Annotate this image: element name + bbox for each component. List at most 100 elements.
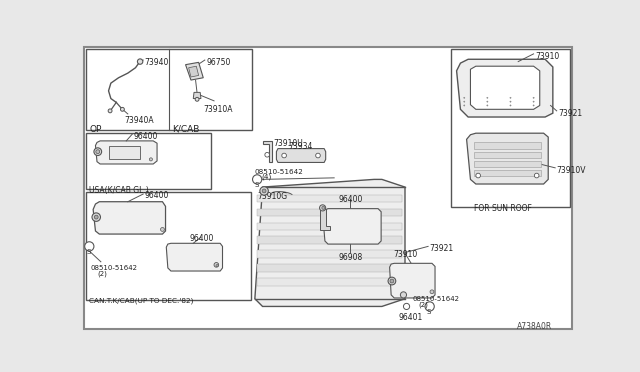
Circle shape [96,150,100,154]
Circle shape [425,302,435,311]
Circle shape [216,264,218,267]
Polygon shape [186,62,204,80]
Circle shape [319,205,326,211]
Text: USA(K/CAB GL.): USA(K/CAB GL.) [88,186,148,195]
Polygon shape [193,92,201,99]
Circle shape [487,105,488,106]
Polygon shape [257,222,402,230]
Text: S: S [254,182,259,188]
Text: (2): (2) [419,301,429,308]
Text: 73940: 73940 [144,58,168,67]
Bar [86,192,251,299]
Text: 73934: 73934 [289,142,313,151]
Bar [109,145,140,159]
Circle shape [265,153,269,157]
Text: CAN.T.K/CAB(UP TO DEC.'82): CAN.T.K/CAB(UP TO DEC.'82) [88,297,193,304]
Circle shape [463,105,465,106]
Circle shape [138,59,143,64]
Circle shape [108,109,112,113]
Text: (2): (2) [98,270,108,277]
Polygon shape [456,59,553,117]
Polygon shape [474,142,541,148]
Circle shape [120,108,124,111]
Text: 08510-51642: 08510-51642 [255,169,304,174]
Polygon shape [257,250,402,258]
Bar [451,49,570,207]
Text: FOR SUN ROOF: FOR SUN ROOF [474,204,532,213]
Polygon shape [189,66,198,77]
Polygon shape [467,133,548,184]
Circle shape [195,97,199,101]
Text: A738A0R: A738A0R [516,322,552,331]
Circle shape [390,279,394,283]
Circle shape [476,173,481,178]
Polygon shape [257,195,402,202]
Bar [86,133,211,189]
Text: 73910V: 73910V [557,166,586,174]
Polygon shape [474,161,541,167]
Circle shape [260,187,268,195]
Circle shape [316,153,320,158]
Circle shape [322,206,325,209]
Text: 96400: 96400 [189,234,214,243]
Circle shape [84,242,94,251]
Polygon shape [257,209,402,217]
Text: S: S [427,309,431,315]
Text: S: S [87,249,92,255]
Circle shape [262,189,266,193]
Circle shape [463,97,465,98]
Polygon shape [474,152,541,158]
Polygon shape [470,66,540,109]
Circle shape [403,303,410,310]
Circle shape [533,97,534,98]
Text: 96750: 96750 [206,58,230,67]
Polygon shape [262,141,272,163]
Text: 73921: 73921 [429,244,454,253]
Circle shape [487,101,488,102]
Circle shape [149,158,152,161]
Circle shape [463,101,465,102]
Circle shape [533,105,534,106]
Polygon shape [166,243,223,271]
Circle shape [253,175,262,184]
Text: 73910G: 73910G [257,192,287,201]
Circle shape [430,290,434,294]
Text: 08510-51642: 08510-51642 [413,296,460,302]
Text: 96400: 96400 [145,191,169,200]
Polygon shape [276,148,326,163]
Text: 73921: 73921 [558,109,582,118]
Circle shape [214,263,219,267]
Circle shape [282,153,287,158]
Text: 73940A: 73940A [124,116,154,125]
Circle shape [534,173,539,178]
Polygon shape [257,264,402,272]
Polygon shape [319,209,330,230]
Circle shape [92,213,100,221]
Polygon shape [390,263,435,298]
Text: 73910U: 73910U [273,140,303,148]
Text: 96400: 96400 [134,132,158,141]
Circle shape [510,105,511,106]
Polygon shape [323,209,381,244]
Circle shape [533,101,534,102]
Text: 96908: 96908 [338,253,362,262]
Circle shape [510,97,511,98]
Text: 73910: 73910 [394,250,418,259]
Circle shape [94,215,98,219]
Text: OP: OP [90,125,102,134]
Text: 96400: 96400 [338,195,362,204]
Circle shape [94,148,102,155]
Polygon shape [95,141,157,164]
Circle shape [388,277,396,285]
Ellipse shape [271,192,292,198]
Text: (4): (4) [261,174,271,180]
Circle shape [487,97,488,98]
Polygon shape [255,179,405,307]
Circle shape [161,228,164,231]
Bar [86,49,252,130]
Text: 08510-51642: 08510-51642 [90,265,137,271]
Polygon shape [93,202,166,234]
Text: 73910: 73910 [535,52,559,61]
Circle shape [510,101,511,102]
Text: 96401: 96401 [399,313,423,323]
